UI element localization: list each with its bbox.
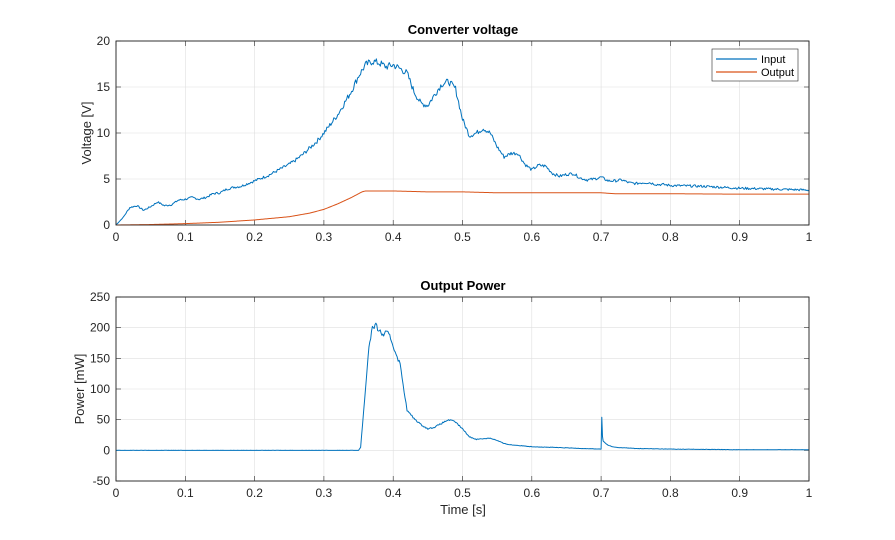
- voltage-x-tick-label: 0.6: [523, 230, 540, 244]
- voltage-chart-title: Converter voltage: [408, 22, 519, 37]
- legend-box: [711, 48, 799, 82]
- power-x-tick-label: 0.5: [454, 486, 471, 500]
- voltage-x-tick-label: 0.8: [662, 230, 679, 244]
- power-y-tick-label: 0: [103, 443, 110, 457]
- power-y-tick-label: 100: [90, 382, 110, 396]
- power-x-tick-label: 0.2: [246, 486, 263, 500]
- voltage-legend: Input Output: [711, 48, 799, 82]
- power-x-tick-label: 1: [806, 486, 813, 500]
- voltage-y-tick-label: 5: [103, 172, 110, 186]
- voltage-series: [115, 58, 810, 226]
- power-y-tick-label: 200: [90, 321, 110, 335]
- power-ticks: 0 0.1 0.2 0.3 0.4 0.5 0.6 0.7 0.8 0.9 1-5005010015…: [90, 290, 813, 500]
- voltage-y-tick-label: 20: [97, 34, 111, 48]
- voltage-x-tick-label: 0.1: [177, 230, 194, 244]
- voltage-y-tick-label: 10: [97, 126, 111, 140]
- power-series: [115, 322, 810, 451]
- voltage-x-tick-label: 0.4: [385, 230, 402, 244]
- power-x-tick-label: 0: [113, 486, 120, 500]
- power-x-tick-label: 0.7: [593, 486, 610, 500]
- voltage-y-tick-label: 15: [97, 80, 111, 94]
- power-chart: Output Power 0 0.1 0.2 0.3 0.4 0.5 0.6 0.7 0.8 0.…: [72, 278, 813, 517]
- voltage-x-tick-label: 0.2: [246, 230, 263, 244]
- power-y-tick-label: 50: [97, 413, 111, 427]
- power-x-axis-label: Time [s]: [440, 502, 486, 517]
- power-y-tick-label: 150: [90, 351, 110, 365]
- voltage-series-input-line: [115, 58, 810, 226]
- legend-label-output: Output: [761, 67, 794, 79]
- voltage-y-tick-label: 0: [103, 218, 110, 232]
- power-y-tick-label: 250: [90, 290, 110, 304]
- power-y-tick-label: -50: [93, 474, 111, 488]
- voltage-x-tick-label: 0.9: [731, 230, 748, 244]
- voltage-x-tick-label: 0: [113, 230, 120, 244]
- voltage-series-output-line: [115, 190, 809, 226]
- voltage-plot-border: [115, 40, 810, 226]
- power-x-tick-label: 0.1: [177, 486, 194, 500]
- power-chart-title: Output Power: [420, 278, 505, 293]
- power-x-tick-label: 0.3: [316, 486, 333, 500]
- voltage-chart: Converter voltage 0 0.1 0.2 0.3 0.4 0.5 0.6 0.7…: [79, 22, 813, 244]
- power-x-tick-label: 0.4: [385, 486, 402, 500]
- power-plot-border: [115, 296, 810, 482]
- power-y-axis-label: Power [mW]: [72, 354, 87, 425]
- voltage-x-tick-label: 0.5: [454, 230, 471, 244]
- power-x-tick-label: 0.8: [662, 486, 679, 500]
- power-x-tick-label: 0.9: [731, 486, 748, 500]
- voltage-x-tick-label: 0.3: [316, 230, 333, 244]
- voltage-y-axis-label: Voltage [V]: [79, 102, 94, 165]
- voltage-x-tick-label: 1: [806, 230, 813, 244]
- power-series-power-line: [115, 322, 810, 451]
- voltage-x-tick-label: 0.7: [593, 230, 610, 244]
- legend-label-input: Input: [761, 54, 785, 66]
- power-x-tick-label: 0.6: [523, 486, 540, 500]
